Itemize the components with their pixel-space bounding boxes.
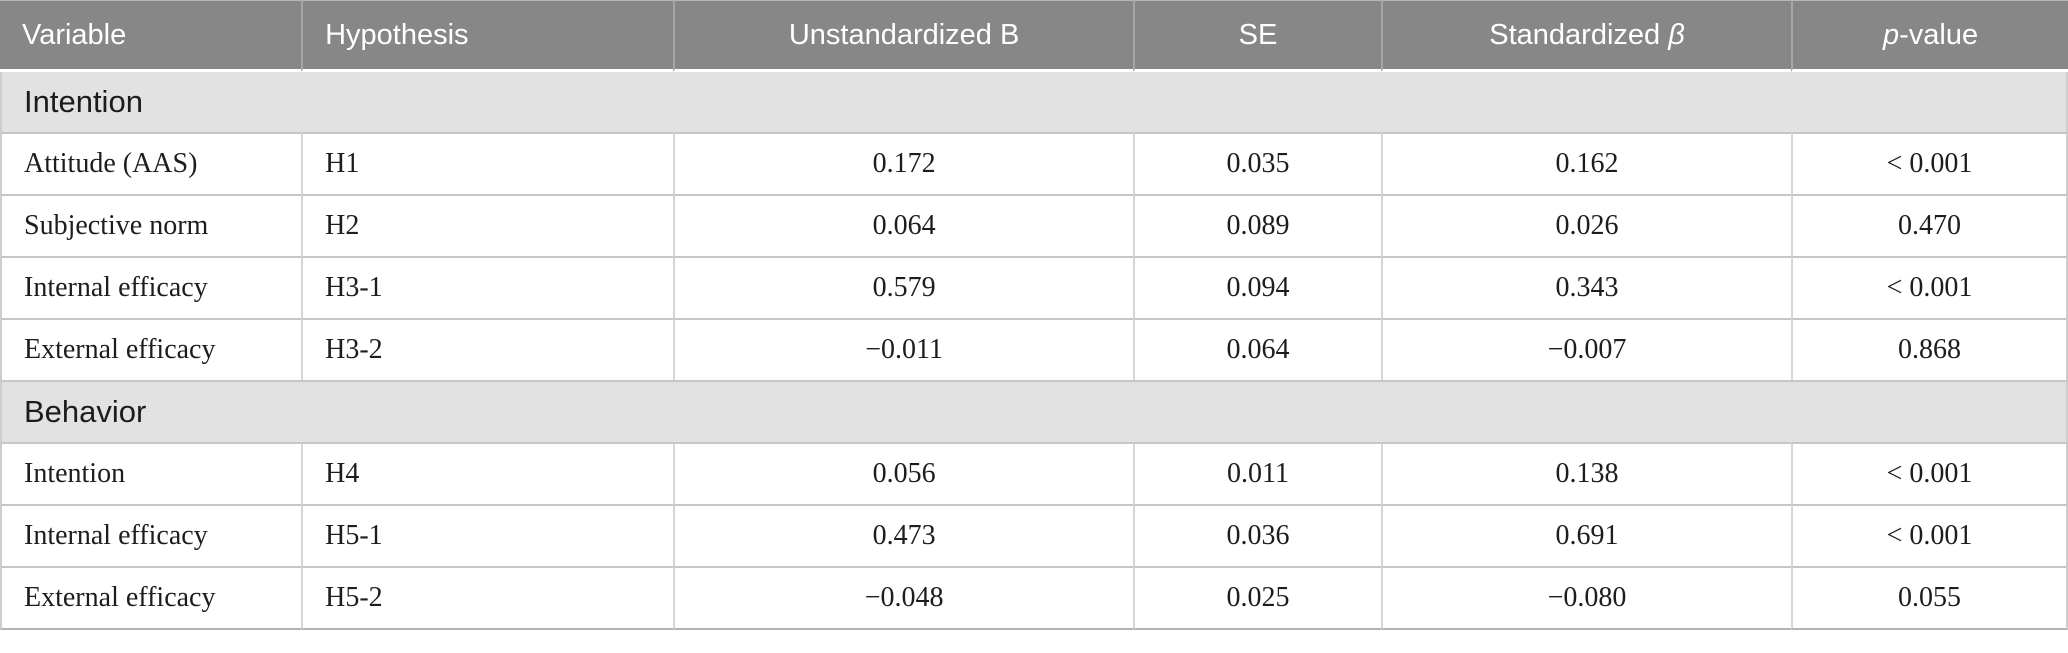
cell-variable: External efficacy [0, 318, 302, 380]
table-header: Variable Hypothesis Unstandardized B SE … [0, 0, 2068, 72]
cell-standardized-beta: 0.691 [1381, 504, 1792, 566]
section-title: Intention [0, 72, 2068, 132]
cell-standardized-beta: 0.162 [1381, 132, 1792, 194]
cell-se: 0.025 [1133, 566, 1381, 630]
table-row: Internal efficacy H5-1 0.473 0.036 0.691… [0, 504, 2068, 566]
cell-unstandardized-b: 0.579 [673, 256, 1134, 318]
cell-variable: External efficacy [0, 566, 302, 630]
table-row: Subjective norm H2 0.064 0.089 0.026 0.4… [0, 194, 2068, 256]
column-header-label: -value [1899, 18, 1979, 51]
cell-standardized-beta: 0.343 [1381, 256, 1792, 318]
cell-variable: Subjective norm [0, 194, 302, 256]
cell-p-value: < 0.001 [1791, 256, 2068, 318]
cell-se: 0.064 [1133, 318, 1381, 380]
cell-unstandardized-b: 0.064 [673, 194, 1134, 256]
cell-unstandardized-b: −0.011 [673, 318, 1134, 380]
column-header-label: Hypothesis [325, 18, 469, 51]
cell-variable: Internal efficacy [0, 504, 302, 566]
cell-variable: Internal efficacy [0, 256, 302, 318]
cell-se: 0.011 [1133, 442, 1381, 504]
cell-unstandardized-b: 0.473 [673, 504, 1134, 566]
cell-p-value: < 0.001 [1791, 132, 2068, 194]
table-row: Attitude (AAS) H1 0.172 0.035 0.162 < 0.… [0, 132, 2068, 194]
column-header-label: Variable [22, 18, 127, 51]
cell-hypothesis: H3-2 [301, 318, 674, 380]
column-header-label: Unstandardized B [788, 18, 1020, 51]
cell-unstandardized-b: 0.172 [673, 132, 1134, 194]
cell-hypothesis: H4 [301, 442, 674, 504]
table-row: External efficacy H3-2 −0.011 0.064 −0.0… [0, 318, 2068, 380]
column-header-label: Standardized [1489, 18, 1669, 51]
cell-unstandardized-b: −0.048 [673, 566, 1134, 630]
cell-se: 0.035 [1133, 132, 1381, 194]
section-title: Behavior [0, 380, 2068, 442]
cell-unstandardized-b: 0.056 [673, 442, 1134, 504]
table-row: Intention H4 0.056 0.011 0.138 < 0.001 [0, 442, 2068, 504]
cell-standardized-beta: 0.138 [1381, 442, 1792, 504]
column-header-se: SE [1133, 0, 1381, 72]
p-symbol: p [1882, 18, 1900, 51]
cell-hypothesis: H2 [301, 194, 674, 256]
cell-standardized-beta: −0.080 [1381, 566, 1792, 630]
column-header-unstandardized-b: Unstandardized B [673, 0, 1134, 72]
cell-p-value: 0.470 [1791, 194, 2068, 256]
column-header-standardized-beta: Standardized β [1381, 0, 1792, 72]
cell-standardized-beta: 0.026 [1381, 194, 1792, 256]
section-row-behavior: Behavior [0, 380, 2068, 442]
column-header-variable: Variable [0, 0, 302, 72]
column-header-label: SE [1238, 18, 1278, 51]
table-row: External efficacy H5-2 −0.048 0.025 −0.0… [0, 566, 2068, 630]
header-row: Variable Hypothesis Unstandardized B SE … [0, 0, 2068, 72]
cell-hypothesis: H5-1 [301, 504, 674, 566]
beta-symbol: β [1668, 18, 1685, 51]
section-row-intention: Intention [0, 72, 2068, 132]
cell-p-value: < 0.001 [1791, 504, 2068, 566]
cell-standardized-beta: −0.007 [1381, 318, 1792, 380]
cell-p-value: 0.868 [1791, 318, 2068, 380]
table-row: Internal efficacy H3-1 0.579 0.094 0.343… [0, 256, 2068, 318]
cell-hypothesis: H3-1 [301, 256, 674, 318]
column-header-p-value: p-value [1791, 0, 2068, 72]
cell-se: 0.036 [1133, 504, 1381, 566]
regression-results-table: Variable Hypothesis Unstandardized B SE … [0, 0, 2068, 630]
column-header-hypothesis: Hypothesis [301, 0, 674, 72]
cell-hypothesis: H1 [301, 132, 674, 194]
cell-p-value: < 0.001 [1791, 442, 2068, 504]
cell-se: 0.089 [1133, 194, 1381, 256]
cell-p-value: 0.055 [1791, 566, 2068, 630]
cell-variable: Intention [0, 442, 302, 504]
cell-variable: Attitude (AAS) [0, 132, 302, 194]
cell-hypothesis: H5-2 [301, 566, 674, 630]
cell-se: 0.094 [1133, 256, 1381, 318]
